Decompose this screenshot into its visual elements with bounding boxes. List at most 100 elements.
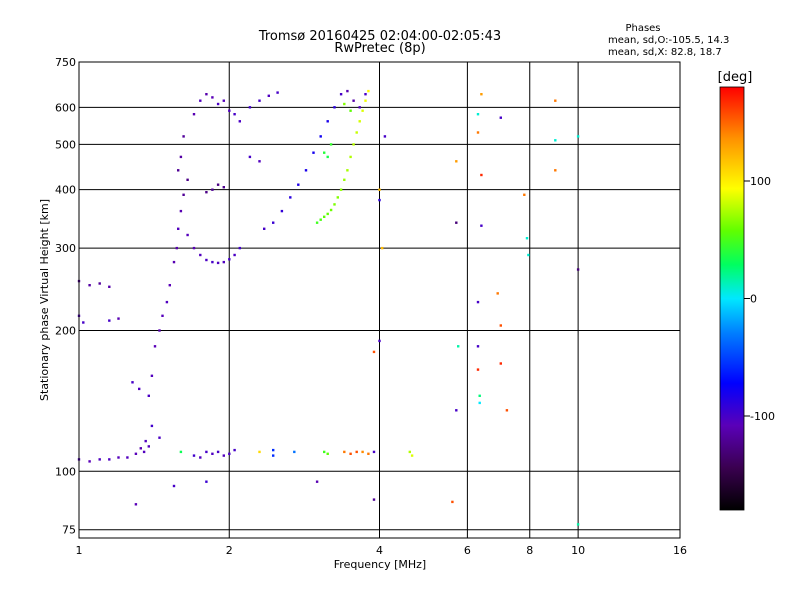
data-point (326, 212, 329, 216)
colorbar-label: [deg] (718, 70, 753, 85)
data-point (165, 300, 169, 304)
data-point (272, 448, 275, 452)
data-point (150, 374, 154, 377)
data-point (333, 203, 336, 206)
x-tick-label: 2 (226, 544, 233, 557)
y-tick-label: 300 (55, 242, 76, 255)
data-point (367, 452, 370, 455)
data-point (329, 143, 333, 146)
data-point (349, 155, 352, 159)
data-point (175, 246, 178, 250)
data-point (455, 221, 458, 224)
data-point (381, 246, 384, 250)
data-point (364, 93, 367, 96)
data-point (527, 253, 530, 257)
y-tick-label: 750 (55, 56, 76, 69)
plot-frame (78, 61, 681, 539)
data-point (339, 188, 343, 191)
data-point (263, 227, 266, 230)
data-point (293, 450, 296, 454)
data-point (82, 321, 85, 324)
data-point (457, 345, 460, 348)
data-point (336, 196, 339, 199)
data-point (349, 452, 352, 455)
x-axis-label: Frequency [MHz] (334, 558, 426, 571)
stats-line-o: mean, sd,O:-105.5, 14.3 (608, 35, 729, 46)
data-point (228, 258, 231, 261)
data-point (205, 450, 208, 454)
data-point (304, 169, 308, 172)
data-point (161, 314, 164, 317)
data-point (179, 209, 183, 213)
data-point (228, 109, 231, 112)
x-tick-label: 8 (526, 544, 533, 557)
data-point (480, 224, 483, 227)
data-point (108, 319, 111, 322)
data-point (222, 454, 225, 457)
data-point (216, 261, 220, 265)
data-point (352, 143, 355, 146)
data-point (523, 193, 526, 196)
data-point (134, 503, 138, 506)
data-point (126, 456, 129, 459)
x-tick-label: 16 (673, 544, 687, 557)
data-point (343, 178, 346, 181)
data-point (333, 106, 336, 109)
grid-lines (79, 62, 680, 538)
data-point (108, 458, 111, 461)
data-point (499, 324, 502, 327)
data-point (138, 387, 141, 391)
data-point (319, 135, 322, 138)
data-point (478, 394, 481, 397)
data-point (408, 450, 411, 454)
data-point (199, 99, 202, 102)
data-point (98, 282, 101, 285)
data-point (355, 450, 358, 454)
data-point (211, 452, 214, 455)
data-point (323, 215, 326, 218)
data-point (372, 498, 376, 501)
data-point (192, 454, 196, 457)
data-point (361, 109, 364, 112)
data-point (297, 183, 300, 186)
data-point (343, 450, 346, 454)
data-point (131, 381, 134, 384)
data-point (455, 409, 458, 412)
data-point (323, 450, 326, 454)
data-point (352, 99, 355, 102)
data-point (576, 523, 580, 526)
data-point (349, 109, 352, 112)
data-point (88, 284, 91, 287)
data-point (147, 394, 150, 397)
data-point (233, 448, 236, 452)
data-point (182, 193, 185, 196)
data-point (177, 227, 180, 230)
data-point (158, 436, 161, 439)
data-point (222, 186, 225, 189)
colorbar-tick-label: 100 (750, 175, 771, 188)
y-tick-label: 200 (55, 324, 76, 337)
data-point (480, 173, 483, 177)
data-point (480, 93, 483, 96)
data-point (216, 102, 220, 106)
data-point (98, 458, 101, 461)
y-tick-label: 100 (55, 465, 76, 478)
data-point (361, 450, 364, 454)
data-point (319, 218, 322, 221)
data-point (315, 221, 319, 224)
chart-title: Tromsø 20160425 02:04:00-02:05:43 (258, 29, 501, 44)
data-point (147, 445, 150, 448)
data-point (410, 454, 414, 457)
data-point (134, 452, 138, 455)
data-point (378, 198, 381, 202)
data-point (192, 113, 196, 116)
data-point (496, 292, 499, 295)
data-point (150, 424, 154, 428)
y-tick-label: 400 (55, 184, 76, 197)
data-point (248, 106, 252, 109)
data-point (476, 113, 480, 116)
y-tick-label: 500 (55, 138, 76, 151)
data-point (323, 151, 326, 154)
data-point (216, 183, 220, 186)
data-point (186, 178, 189, 181)
